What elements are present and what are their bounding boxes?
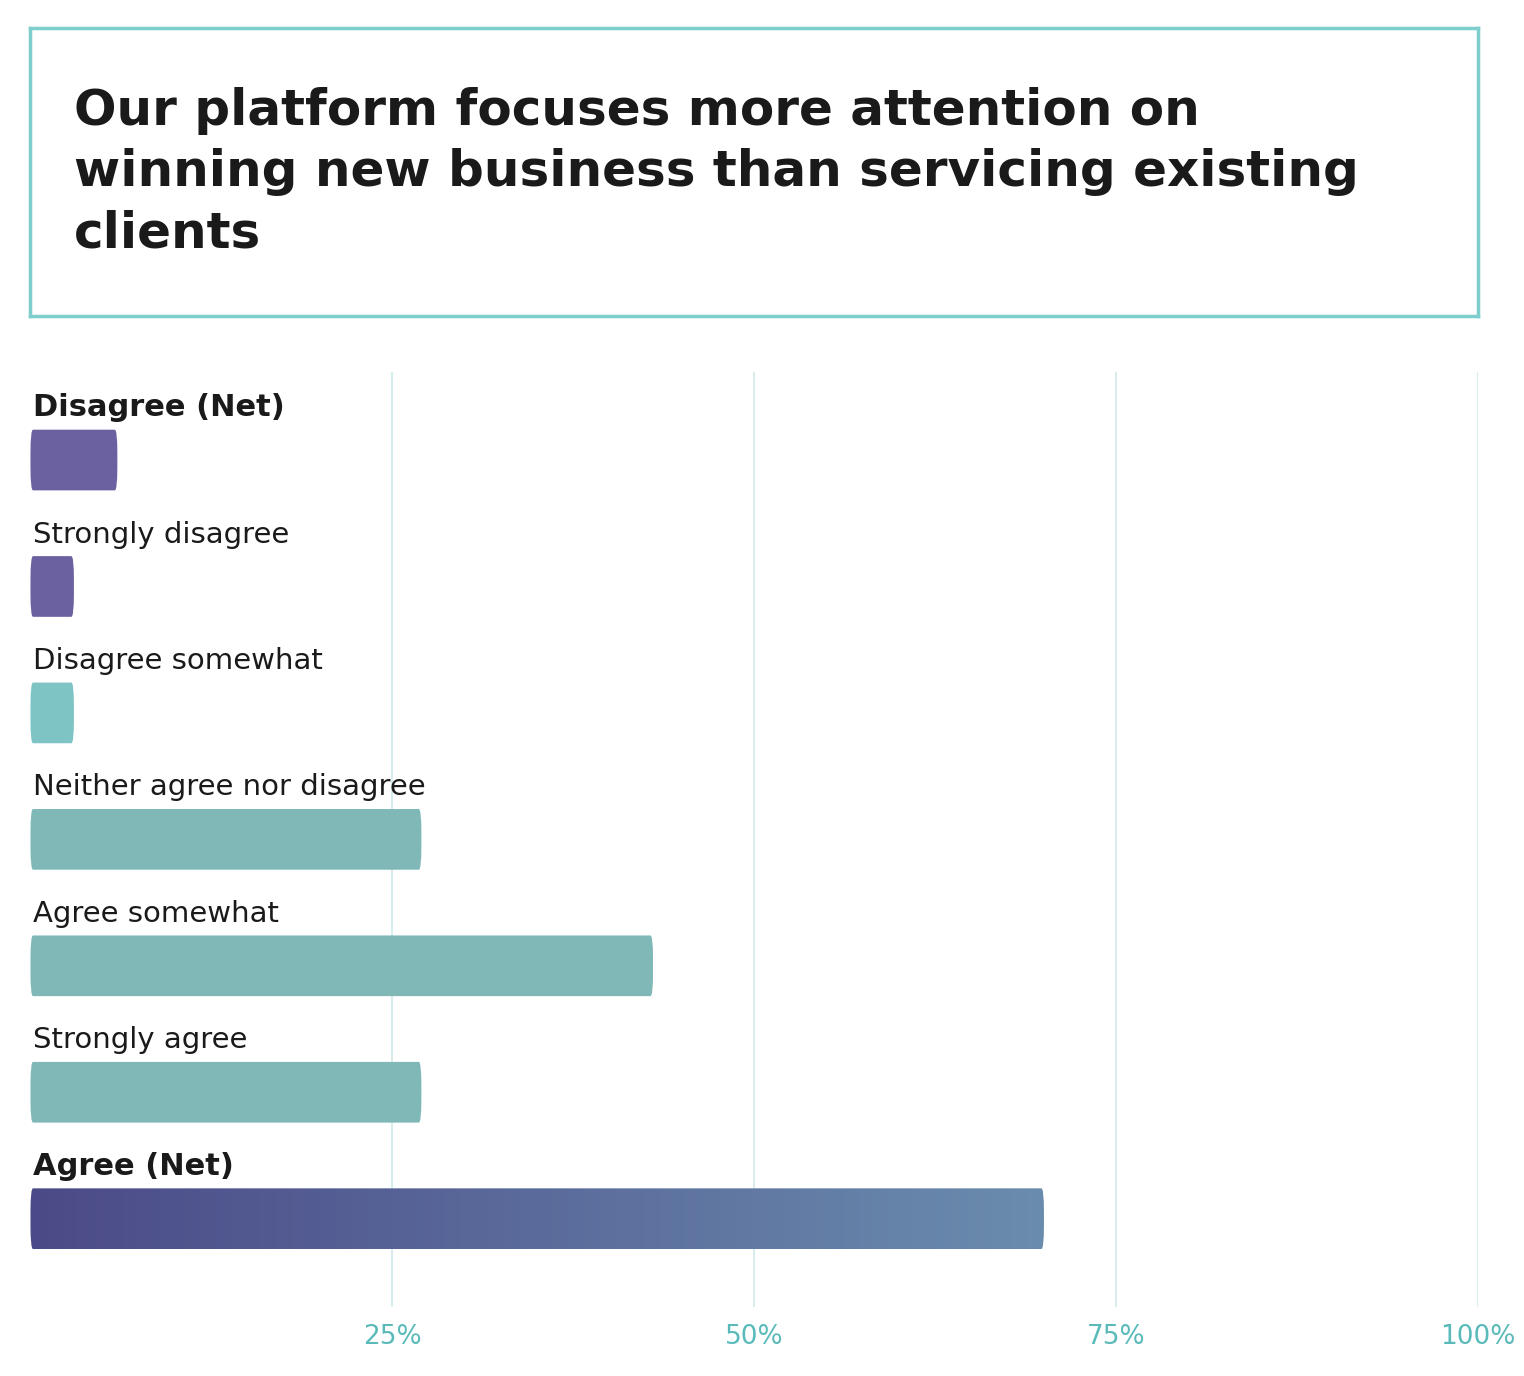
Text: Strongly disagree: Strongly disagree <box>34 520 290 549</box>
FancyBboxPatch shape <box>30 936 652 996</box>
Text: Disagree somewhat: Disagree somewhat <box>34 647 323 676</box>
FancyBboxPatch shape <box>30 1062 421 1123</box>
FancyBboxPatch shape <box>30 429 117 490</box>
FancyBboxPatch shape <box>30 556 73 616</box>
Text: Our platform focuses more attention on
winning new business than servicing exist: Our platform focuses more attention on w… <box>73 87 1359 257</box>
FancyBboxPatch shape <box>30 682 73 743</box>
Text: Disagree (Net): Disagree (Net) <box>34 394 285 422</box>
Text: Agree somewhat: Agree somewhat <box>34 900 279 927</box>
Text: Neither agree nor disagree: Neither agree nor disagree <box>34 773 427 801</box>
Text: Strongly agree: Strongly agree <box>34 1026 248 1054</box>
FancyBboxPatch shape <box>30 809 421 870</box>
Text: Agree (Net): Agree (Net) <box>34 1152 235 1181</box>
